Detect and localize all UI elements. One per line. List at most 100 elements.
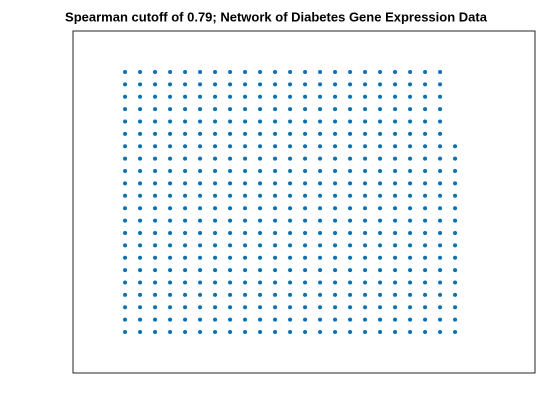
node <box>363 206 368 211</box>
node <box>363 144 368 149</box>
node <box>363 255 368 260</box>
node <box>273 169 278 174</box>
node <box>138 156 143 161</box>
node <box>123 193 128 198</box>
node <box>333 292 338 297</box>
node <box>438 94 443 99</box>
node <box>363 181 368 186</box>
node <box>333 131 338 136</box>
node <box>198 218 203 223</box>
node <box>363 69 368 74</box>
node <box>303 280 308 285</box>
node <box>168 193 173 198</box>
node <box>378 268 383 273</box>
node <box>183 144 188 149</box>
node <box>153 255 158 260</box>
node <box>438 206 443 211</box>
node <box>213 69 218 74</box>
node <box>453 156 458 161</box>
node <box>213 82 218 87</box>
node <box>303 131 308 136</box>
node <box>333 107 338 112</box>
node <box>168 144 173 149</box>
node <box>303 94 308 99</box>
node <box>393 82 398 87</box>
node <box>243 255 248 260</box>
node <box>153 243 158 248</box>
node <box>258 181 263 186</box>
node <box>198 181 203 186</box>
node <box>138 292 143 297</box>
node <box>273 305 278 310</box>
node <box>228 94 233 99</box>
node <box>123 330 128 335</box>
node <box>198 169 203 174</box>
node <box>393 169 398 174</box>
node <box>333 330 338 335</box>
node <box>378 69 383 74</box>
node <box>273 243 278 248</box>
node <box>138 280 143 285</box>
node <box>348 156 353 161</box>
node <box>123 131 128 136</box>
node <box>153 156 158 161</box>
node <box>453 193 458 198</box>
node <box>318 255 323 260</box>
node <box>168 305 173 310</box>
node <box>258 218 263 223</box>
node <box>138 169 143 174</box>
node <box>123 107 128 112</box>
node <box>378 230 383 235</box>
node <box>228 181 233 186</box>
node <box>213 280 218 285</box>
node <box>153 193 158 198</box>
node <box>198 292 203 297</box>
node <box>378 169 383 174</box>
node <box>183 218 188 223</box>
node <box>228 330 233 335</box>
node <box>213 131 218 136</box>
node <box>423 280 428 285</box>
node <box>453 280 458 285</box>
node <box>438 218 443 223</box>
node <box>198 268 203 273</box>
node <box>438 330 443 335</box>
node <box>183 243 188 248</box>
node <box>123 317 128 322</box>
node <box>303 206 308 211</box>
node <box>138 218 143 223</box>
node <box>123 305 128 310</box>
node <box>288 255 293 260</box>
node <box>243 230 248 235</box>
node <box>273 292 278 297</box>
node <box>138 69 143 74</box>
node <box>408 193 413 198</box>
node <box>138 193 143 198</box>
node <box>393 230 398 235</box>
node <box>363 230 368 235</box>
node <box>453 144 458 149</box>
node <box>288 181 293 186</box>
node <box>288 330 293 335</box>
node <box>393 131 398 136</box>
node <box>288 119 293 124</box>
node <box>153 206 158 211</box>
node <box>393 255 398 260</box>
node <box>453 317 458 322</box>
node <box>153 181 158 186</box>
node <box>258 94 263 99</box>
node <box>423 131 428 136</box>
node <box>408 107 413 112</box>
node <box>258 243 263 248</box>
node <box>198 156 203 161</box>
node <box>378 255 383 260</box>
node <box>393 119 398 124</box>
node <box>363 292 368 297</box>
node <box>153 144 158 149</box>
node <box>393 292 398 297</box>
node <box>318 82 323 87</box>
node <box>198 243 203 248</box>
node <box>183 69 188 74</box>
node <box>363 131 368 136</box>
node <box>168 82 173 87</box>
